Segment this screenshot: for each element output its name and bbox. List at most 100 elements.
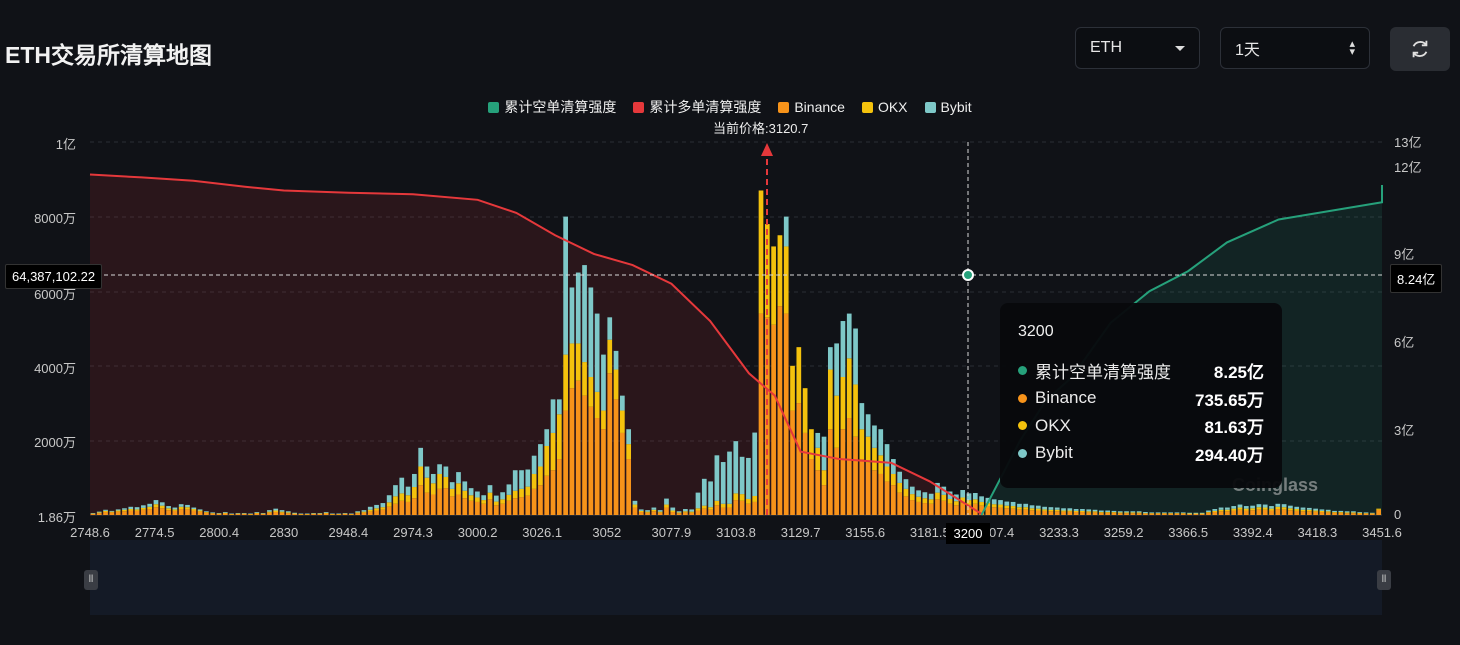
bar-bybit xyxy=(178,504,184,507)
bar-okx xyxy=(374,508,379,511)
bar-okx xyxy=(1294,509,1300,511)
bar-bybit xyxy=(475,491,480,498)
bar-okx xyxy=(632,504,638,508)
bar-binance xyxy=(405,501,411,515)
bar-bybit xyxy=(916,490,921,497)
bar-bybit xyxy=(1080,509,1085,511)
bar-okx xyxy=(1130,512,1136,514)
bar-okx xyxy=(330,513,335,515)
bar-binance xyxy=(815,470,821,515)
bar-okx xyxy=(1143,513,1148,514)
bar-binance xyxy=(544,475,550,515)
bar-okx xyxy=(1288,508,1293,511)
bar-okx xyxy=(531,473,537,489)
bar-bybit xyxy=(1162,512,1167,514)
bar-binance xyxy=(1067,511,1073,515)
bar-okx xyxy=(727,503,732,508)
bar-binance xyxy=(821,485,827,515)
bar-okx xyxy=(1061,510,1066,512)
bar-bybit xyxy=(229,513,234,515)
bar-okx xyxy=(651,509,657,512)
refresh-button[interactable] xyxy=(1390,27,1450,71)
bar-bybit xyxy=(380,503,386,508)
x-tick-label: 2774.5 xyxy=(134,525,175,540)
bar-okx xyxy=(1269,508,1274,511)
bar-okx xyxy=(292,513,297,515)
bar-binance xyxy=(809,459,814,515)
bar-binance xyxy=(468,500,474,515)
bar-bybit xyxy=(1180,512,1186,514)
bar-okx xyxy=(90,513,96,515)
legend-item-bybit[interactable]: Bybit xyxy=(924,97,972,117)
bar-binance xyxy=(418,485,424,515)
bar-binance xyxy=(670,512,676,515)
bar-binance xyxy=(380,509,386,515)
bar-okx xyxy=(349,513,354,515)
bar-okx xyxy=(279,511,285,513)
long-cumulative-line xyxy=(89,173,983,515)
bar-bybit xyxy=(222,512,228,513)
bar-bybit xyxy=(172,507,178,510)
bar-binance xyxy=(632,507,638,515)
bar-okx xyxy=(683,511,688,513)
bar-okx xyxy=(695,508,701,511)
bar-bybit xyxy=(304,513,310,515)
bar-okx xyxy=(399,493,405,501)
zoom-handle-right[interactable]: ll xyxy=(1377,570,1391,590)
bar-binance xyxy=(638,512,644,515)
bar-okx xyxy=(954,501,959,506)
legend-item-binance[interactable]: Binance xyxy=(778,97,845,117)
bar-bybit xyxy=(185,504,190,508)
bar-binance xyxy=(1212,512,1218,515)
x-tick-label: 3366.5 xyxy=(1168,525,1209,540)
crosshair-y-left-label: 64,387,102.22 xyxy=(5,264,103,289)
bar-binance xyxy=(645,512,650,515)
bar-binance xyxy=(531,488,537,515)
bar-okx xyxy=(588,376,594,407)
legend-item-okx[interactable]: OKX xyxy=(861,97,908,117)
bar-bybit xyxy=(1357,512,1363,513)
bar-okx xyxy=(802,388,808,433)
bar-bybit xyxy=(166,506,171,509)
range-select[interactable]: 1天 ▴ ▾ xyxy=(1220,27,1370,69)
legend-item-short[interactable]: 累计空单清算强度 xyxy=(488,97,616,117)
x-tick-label: 2974.3 xyxy=(393,525,433,540)
bar-bybit xyxy=(298,513,304,515)
bar-okx xyxy=(487,492,493,500)
bar-binance xyxy=(582,395,587,515)
bar-bybit xyxy=(1130,511,1136,513)
bar-binance xyxy=(941,500,947,515)
asset-select[interactable]: ETH xyxy=(1075,27,1200,69)
bar-bybit xyxy=(683,509,688,512)
zoom-handle-left[interactable]: ll xyxy=(84,570,98,590)
bar-bybit xyxy=(134,507,140,510)
bar-bybit xyxy=(285,511,291,513)
bar-binance xyxy=(153,507,159,515)
bar-okx xyxy=(1225,509,1230,512)
x-tick-label: 3418.3 xyxy=(1297,525,1338,540)
bar-bybit xyxy=(651,507,657,510)
tooltip-dot xyxy=(1018,421,1027,431)
legend-swatch xyxy=(778,101,790,113)
bar-binance xyxy=(689,512,695,515)
legend-swatch xyxy=(633,101,645,113)
bar-bybit xyxy=(695,492,701,509)
bar-okx xyxy=(897,482,903,493)
bar-binance xyxy=(185,509,190,515)
bar-okx xyxy=(449,488,455,497)
bar-bybit xyxy=(1187,512,1192,514)
bar-bybit xyxy=(840,321,846,377)
legend-item-long[interactable]: 累计多单清算强度 xyxy=(633,97,761,117)
bar-okx xyxy=(336,513,342,515)
bar-okx xyxy=(821,470,827,486)
bar-bybit xyxy=(1155,512,1161,514)
bar-binance xyxy=(267,512,272,515)
bar-binance xyxy=(859,459,865,515)
tooltip-label: OKX xyxy=(1035,415,1071,435)
bar-okx xyxy=(204,512,209,513)
range-select-value: 1天 xyxy=(1235,42,1260,59)
x-tick-label: 3103.8 xyxy=(716,525,756,540)
bar-okx xyxy=(1124,512,1129,514)
bar-binance xyxy=(903,496,909,515)
bar-binance xyxy=(96,513,102,515)
